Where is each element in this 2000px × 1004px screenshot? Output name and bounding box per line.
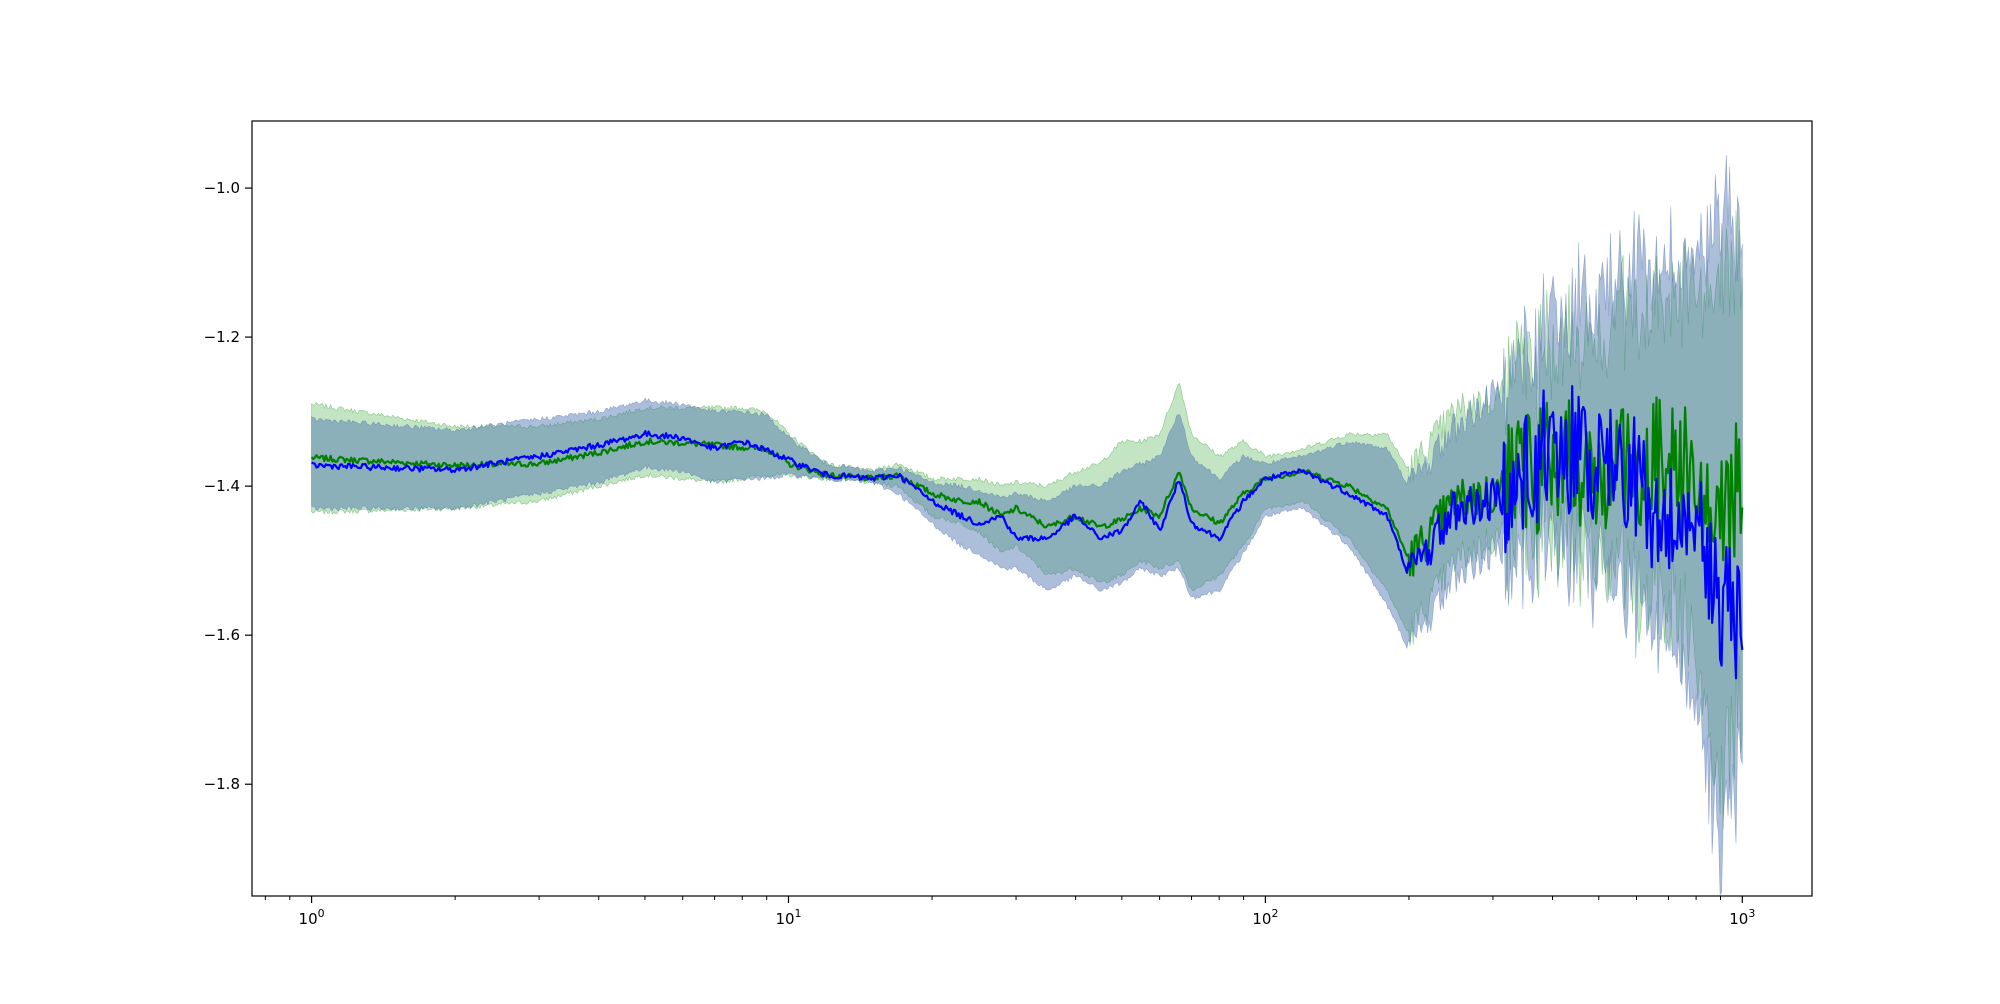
y-tick-label: −1.4: [204, 477, 240, 495]
plot-area-frame: [251, 120, 1813, 897]
x-tick-label: 103: [1729, 907, 1755, 928]
y-tick-label: −1.2: [204, 328, 240, 346]
x-tick-label: 100: [299, 907, 325, 928]
y-tick-label: −1.0: [204, 179, 240, 197]
x-axis: 100 101 102 103: [264, 896, 1755, 928]
lines-layer: [310, 385, 1744, 680]
y-axis: −1.0 −1.2 −1.4 −1.6 −1.8: [204, 179, 252, 793]
x-tick-label: 101: [775, 907, 801, 928]
y-tick-label: −1.8: [204, 775, 240, 793]
y-tick-label: −1.6: [204, 626, 240, 644]
series-1-band: [311, 155, 1743, 897]
series-1-line: [310, 385, 1744, 680]
bands-layer: [311, 155, 1743, 897]
x-tick-label: 102: [1252, 907, 1278, 928]
